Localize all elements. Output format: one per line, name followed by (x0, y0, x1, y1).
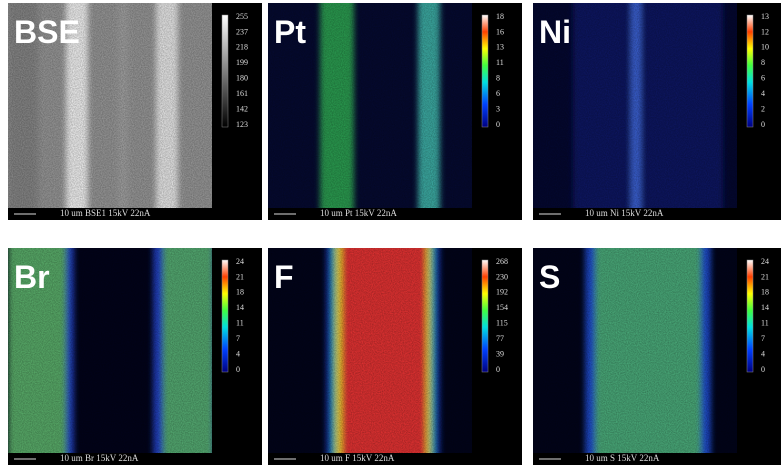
footer-text: 10 um Br 15kV 22nA (60, 453, 139, 463)
colorbar-tick: 12 (761, 27, 769, 36)
colorbar-tick: 199 (236, 58, 248, 67)
colorbar (482, 15, 488, 127)
map-image (533, 238, 737, 465)
colorbar-tick: 6 (761, 74, 765, 83)
footer-text: 10 um S 15kV 22nA (585, 453, 660, 463)
panel: Ni 13 12 10 8 6 4 2 0 10 um Ni 15kV 22nA (533, 0, 781, 220)
colorbar-tick: 8 (761, 58, 765, 67)
panel: F 268 230 192 154 115 77 39 0 10 um F 15kV 22nA (268, 238, 522, 465)
colorbar-tick: 18 (761, 288, 769, 297)
colorbar-tick: 255 (236, 12, 248, 21)
panel-label: BSE (14, 14, 80, 50)
colorbar-tick: 268 (496, 257, 508, 266)
colorbar-tick: 6 (496, 89, 500, 98)
colorbar-tick: 8 (496, 74, 500, 83)
colorbar-tick: 13 (496, 43, 504, 52)
colorbar-tick: 218 (236, 43, 248, 52)
colorbar-tick: 10 (761, 43, 769, 52)
colorbar-tick: 0 (761, 365, 765, 374)
colorbar-tick: 16 (496, 27, 504, 36)
colorbar-tick: 14 (761, 303, 769, 312)
colorbar-tick: 0 (236, 365, 240, 374)
colorbar-tick: 21 (236, 272, 244, 281)
map-noise (268, 248, 472, 453)
colorbar-tick: 142 (236, 104, 248, 113)
colorbar-tick: 11 (236, 319, 244, 328)
colorbar-tick: 192 (496, 288, 508, 297)
colorbar-tick: 0 (761, 120, 765, 129)
colorbar-tick: 7 (236, 334, 240, 343)
footer-text: 10 um Ni 15kV 22nA (585, 208, 664, 218)
panel: S 24 21 18 14 11 7 4 0 10 um S 15kV 22nA (533, 238, 781, 465)
colorbar-tick: 24 (236, 257, 244, 266)
colorbar-tick: 115 (496, 319, 508, 328)
colorbar-tick: 3 (496, 104, 500, 113)
colorbar (747, 15, 753, 127)
colorbar-tick: 24 (761, 257, 769, 266)
colorbar-tick: 0 (496, 365, 500, 374)
colorbar-tick: 11 (761, 319, 769, 328)
colorbar-tick: 4 (761, 349, 765, 358)
colorbar-tick: 13 (761, 12, 769, 21)
colorbar-tick: 4 (761, 89, 765, 98)
colorbar-tick: 230 (496, 272, 508, 281)
colorbar-tick: 7 (761, 334, 765, 343)
colorbar-tick: 4 (236, 349, 240, 358)
colorbar-tick: 39 (496, 349, 504, 358)
colorbar-tick: 11 (496, 58, 504, 67)
colorbar-tick: 161 (236, 89, 248, 98)
panel: Pt 18 16 13 11 8 6 3 0 10 um Pt 15kV 22nA (268, 0, 522, 220)
colorbar-tick: 123 (236, 120, 248, 129)
panel: Br 24 21 18 14 11 7 4 0 10 um Br 15kV 22nA (8, 238, 262, 465)
colorbar-tick: 237 (236, 27, 248, 36)
panel-label: S (539, 259, 560, 295)
map-noise (533, 248, 737, 453)
map-image (268, 238, 472, 465)
colorbar-tick: 154 (496, 303, 508, 312)
colorbar-tick: 14 (236, 303, 244, 312)
colorbar-tick: 180 (236, 74, 248, 83)
colorbar-tick: 2 (761, 104, 765, 113)
colorbar (482, 260, 488, 372)
colorbar-tick: 77 (496, 334, 504, 343)
colorbar (222, 15, 228, 127)
footer-text: 10 um F 15kV 22nA (320, 453, 395, 463)
panel: BSE 255 237 218 199 180 161 142 123 10 um BSE1 15… (8, 0, 262, 220)
colorbar-tick: 0 (496, 120, 500, 129)
panel-label: F (274, 259, 294, 295)
panel-label: Br (14, 259, 50, 295)
colorbar-tick: 18 (236, 288, 244, 297)
panel-label: Ni (539, 14, 571, 50)
colorbar-tick: 18 (496, 12, 504, 21)
colorbar (747, 260, 753, 372)
colorbar-tick: 21 (761, 272, 769, 281)
footer-text: 10 um Pt 15kV 22nA (320, 208, 397, 218)
panel-label: Pt (274, 14, 306, 50)
footer-text: 10 um BSE1 15kV 22nA (60, 208, 151, 218)
figure: BSE25523721819918016114212310 um BSE1 15… (0, 0, 781, 465)
colorbar (222, 260, 228, 372)
